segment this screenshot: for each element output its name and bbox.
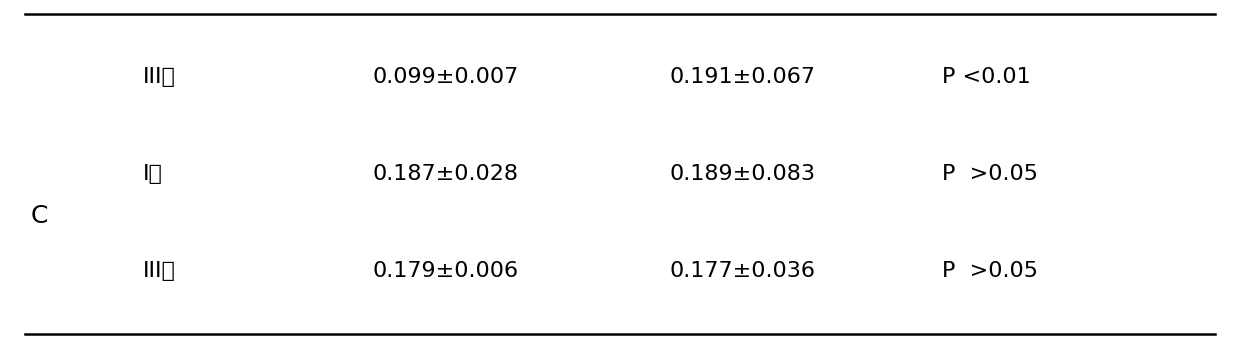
Text: 0.189±0.083: 0.189±0.083 — [670, 164, 816, 184]
Text: C: C — [31, 204, 48, 228]
Text: P <0.01: P <0.01 — [942, 66, 1032, 87]
Text: I型: I型 — [143, 164, 162, 184]
Text: P  >0.05: P >0.05 — [942, 164, 1038, 184]
Text: P  >0.05: P >0.05 — [942, 261, 1038, 282]
Text: 0.187±0.028: 0.187±0.028 — [372, 164, 518, 184]
Text: 0.177±0.036: 0.177±0.036 — [670, 261, 816, 282]
Text: 0.099±0.007: 0.099±0.007 — [372, 66, 518, 87]
Text: III型: III型 — [143, 261, 176, 282]
Text: 0.191±0.067: 0.191±0.067 — [670, 66, 816, 87]
Text: III型: III型 — [143, 66, 176, 87]
Text: 0.179±0.006: 0.179±0.006 — [372, 261, 518, 282]
